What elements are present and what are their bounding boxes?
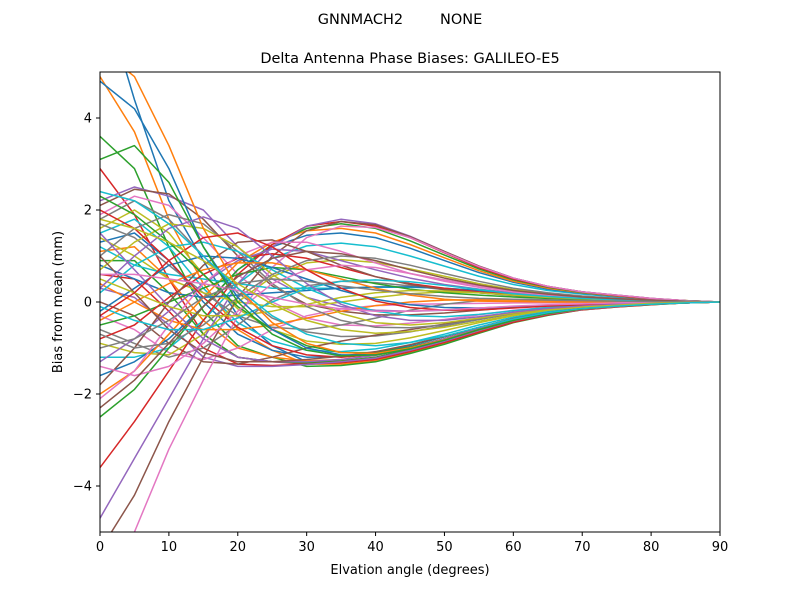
x-axis-label: Elvation angle (degrees) [330, 563, 489, 578]
y-tick-label: −4 [73, 480, 92, 495]
x-tick-label: 60 [505, 540, 522, 555]
x-tick-label: 40 [367, 540, 384, 555]
series-line-50 [100, 279, 720, 331]
series-line-55 [100, 216, 720, 322]
series-layer [100, 72, 720, 532]
series-line-59 [100, 218, 720, 335]
x-axis: 0 10 20 30 40 50 60 70 80 90 [96, 532, 728, 555]
y-tick-label: 0 [84, 296, 92, 311]
x-tick-label: 0 [96, 540, 104, 555]
y-tick-label: −2 [73, 388, 92, 403]
series-line-57 [100, 273, 720, 312]
x-tick-label: 80 [643, 540, 660, 555]
y-axis-label: Bias from mean (mm) [51, 231, 66, 373]
series-line-42 [100, 262, 720, 322]
series-line-58 [100, 278, 720, 349]
series-line-27 [133, 225, 720, 532]
x-tick-label: 70 [574, 540, 591, 555]
x-tick-label: 20 [230, 540, 247, 555]
x-tick-label: 10 [161, 540, 178, 555]
y-axis: −4 −2 0 2 4 [73, 112, 100, 495]
series-line-56 [100, 250, 720, 409]
x-tick-label: 50 [436, 540, 453, 555]
chart-title: Delta Antenna Phase Biases: GALILEO-E5 [260, 51, 559, 67]
series-line-60 [100, 190, 720, 347]
y-tick-label: 2 [84, 204, 92, 219]
x-tick-label: 30 [298, 540, 315, 555]
x-tick-label: 90 [712, 540, 729, 555]
chart-suptitle: GNNMACH2 NONE [318, 12, 483, 28]
y-tick-label: 4 [84, 112, 92, 127]
